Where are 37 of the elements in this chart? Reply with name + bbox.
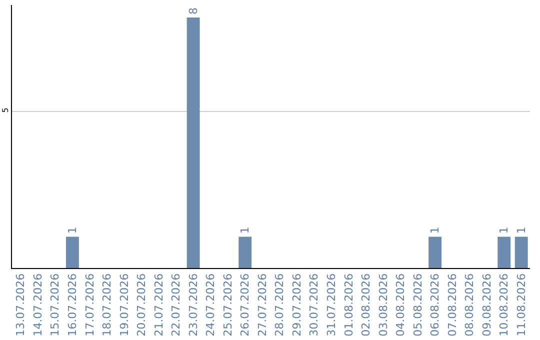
x-tick-label: 11.08.2026 bbox=[514, 273, 528, 336]
data-label: 1 bbox=[66, 226, 79, 234]
data-label: 1 bbox=[238, 226, 252, 234]
x-tick-label: 02.08.2026 bbox=[360, 273, 373, 336]
x-tick-label: 08.08.2026 bbox=[463, 273, 476, 336]
x-tick-label: 22.07.2026 bbox=[170, 273, 183, 336]
x-tick-label: 17.07.2026 bbox=[83, 273, 96, 336]
x-tick-label: 26.07.2026 bbox=[238, 273, 252, 336]
x-tick-label: 18.07.2026 bbox=[100, 273, 114, 336]
x-tick-label: 05.08.2026 bbox=[411, 273, 424, 336]
y-tick-label: 5 bbox=[0, 108, 10, 113]
x-tick-label: 29.07.2026 bbox=[290, 273, 304, 336]
x-tick-label: 15.07.2026 bbox=[48, 273, 62, 336]
x-tick-label: 23.07.2026 bbox=[186, 273, 200, 336]
x-tick-label: 13.07.2026 bbox=[14, 273, 28, 336]
x-tick-label: 06.08.2026 bbox=[428, 273, 442, 336]
x-tick-label: 31.07.2026 bbox=[325, 273, 338, 336]
x-tick-label: 16.07.2026 bbox=[66, 273, 80, 336]
x-tick-label: 21.07.2026 bbox=[152, 273, 166, 336]
data-label: 1 bbox=[514, 226, 528, 234]
x-tick-label: 10.08.2026 bbox=[498, 273, 511, 336]
x-tick-label: 14.07.2026 bbox=[31, 273, 44, 336]
x-tick-label: 01.08.2026 bbox=[342, 273, 356, 336]
x-tick-label: 19.07.2026 bbox=[118, 273, 131, 336]
x-tick-label: 27.07.2026 bbox=[256, 273, 269, 336]
x-tick-label: 20.07.2026 bbox=[135, 273, 148, 336]
x-tick-label: 24.07.2026 bbox=[204, 273, 218, 336]
x-tick-label: 04.08.2026 bbox=[394, 273, 408, 336]
x-tick-label: 30.07.2026 bbox=[308, 273, 321, 336]
x-tick-label: 03.08.2026 bbox=[376, 273, 390, 336]
x-tick-label: 25.07.2026 bbox=[221, 273, 234, 336]
x-tick-label: 28.07.2026 bbox=[273, 273, 286, 336]
data-label: 8 bbox=[186, 8, 200, 15]
x-tick-label: 07.08.2026 bbox=[446, 273, 459, 336]
x-tick-label: 09.08.2026 bbox=[480, 273, 494, 336]
data-label: 1 bbox=[428, 226, 442, 234]
data-label: 1 bbox=[498, 226, 511, 234]
